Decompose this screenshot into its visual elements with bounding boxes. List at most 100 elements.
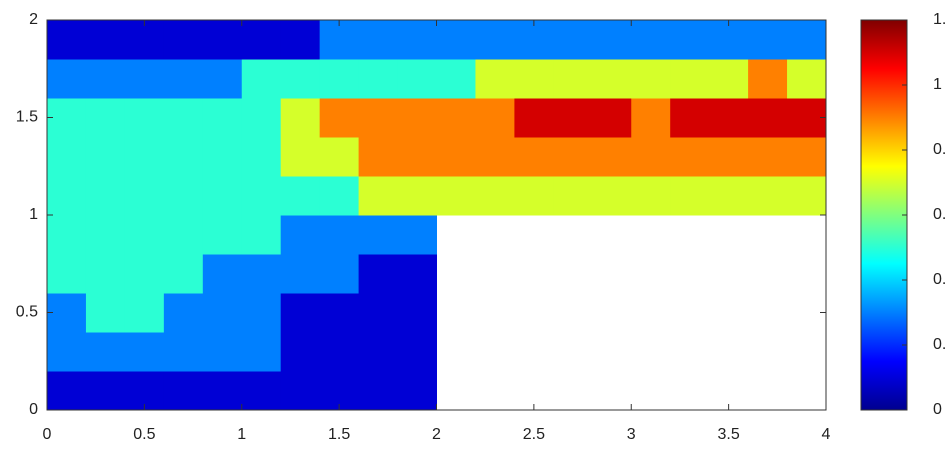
contour-cell [319,176,360,216]
contour-cell [319,20,360,60]
y-tick-label: 1 [29,206,38,223]
contour-cell [358,98,399,138]
contour-cell [748,98,788,138]
contour-cell [280,371,321,411]
colorbar [860,19,908,411]
contour-cell [280,59,321,99]
contour-cell [358,215,399,255]
contour-cell [124,137,165,177]
contour-cell [241,59,282,99]
contour-cell [514,59,554,99]
contour-cell [787,137,827,177]
y-tick-label: 0 [29,401,38,418]
contour-cell [241,371,282,411]
x-tick-label: 1 [237,426,246,443]
contour-cell [709,137,749,177]
contour-cell [47,215,87,255]
contour-cell [319,332,360,372]
contour-cell [436,98,476,138]
contour-cell [397,137,437,177]
contour-cell [241,293,282,333]
contour-cell [319,59,360,99]
contour-cell [709,20,749,60]
contour-cell [514,20,554,60]
contour-cell [319,215,360,255]
contour-cell [397,20,437,60]
contour-cell [397,371,437,411]
contour-cell [124,215,165,255]
contour-cell [436,20,476,60]
contour-cell [670,59,710,99]
contour-cell [241,137,282,177]
contour-cell [202,20,243,60]
contour-cell [319,98,360,138]
contour-cell [358,371,399,411]
contour-cell [124,59,165,99]
colorbar-tick-label: 0.8 [933,141,946,158]
contour-cell [163,137,204,177]
contour-cell [163,215,204,255]
contour-cell [280,215,321,255]
contour-cell [592,98,632,138]
contour-cell [436,137,476,177]
contour-cell [397,98,437,138]
contour-cell [709,176,749,216]
contour-cell [397,293,437,333]
contour-cell [436,176,476,216]
x-tick-label: 3 [627,426,636,443]
contour-cell [47,371,87,411]
contour-cell [202,59,243,99]
contour-cell [163,98,204,138]
contour-cell [358,59,399,99]
contour-cell [85,20,126,60]
contour-cell [163,59,204,99]
contour-cell [202,215,243,255]
contour-cell [124,98,165,138]
contour-cell [163,20,204,60]
contour-cell [202,254,243,294]
contour-cell [47,137,87,177]
contour-cell [85,332,126,372]
contour-cell [553,59,593,99]
contour-cell [592,137,632,177]
contour-cell [319,254,360,294]
contour-field [47,20,827,411]
x-tick-label: 3.5 [718,426,740,443]
contour-cell [631,59,671,99]
contour-cell [85,98,126,138]
contour-cell [709,98,749,138]
contour-cell [475,98,515,138]
contour-cell [202,371,243,411]
contour-cell [124,332,165,372]
contour-cell [47,20,87,60]
contour-cell [436,59,476,99]
contour-cell [47,254,87,294]
contour-cell [787,20,827,60]
contour-cell [202,98,243,138]
contour-cell [748,59,788,99]
colorbar-tick-label: 1.2 [933,11,946,28]
contour-cell [709,59,749,99]
x-tick-label: 2 [432,426,441,443]
contour-cell [787,98,827,138]
contour-cell [47,332,87,372]
contour-cell [47,59,87,99]
contour-cell [280,20,321,60]
contour-cell [475,59,515,99]
y-tick-label: 1.5 [16,109,38,126]
contour-cell [202,332,243,372]
contour-cell [670,137,710,177]
contour-cell [514,176,554,216]
contour-cell [241,332,282,372]
contour-cell [592,176,632,216]
contour-cell [631,20,671,60]
contour-cell [553,176,593,216]
x-tick-label: 1.5 [328,426,350,443]
contour-cell [241,254,282,294]
contour-cell [358,176,399,216]
contour-cell [124,20,165,60]
colorbar-tick-label: 1 [933,76,942,93]
x-tick-label: 4 [822,426,831,443]
contour-cell [358,137,399,177]
